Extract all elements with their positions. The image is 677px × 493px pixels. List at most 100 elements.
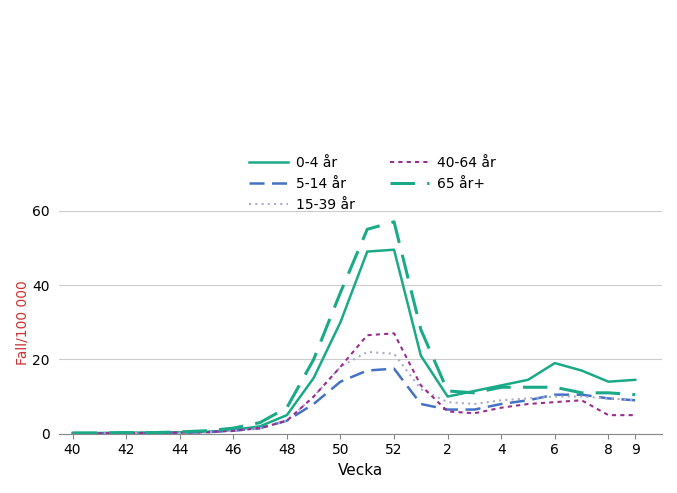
40-64 år (443, 409, 452, 415)
0-4 år (605, 379, 613, 385)
Line: 0-4 år: 0-4 år (72, 250, 635, 433)
0-4 år (443, 393, 452, 399)
40-64 år (390, 330, 398, 336)
0-4 år (95, 430, 104, 436)
0-4 år (122, 429, 130, 435)
65 år+ (95, 430, 104, 436)
15-39 år (175, 429, 183, 435)
40-64 år (122, 430, 130, 436)
0-4 år (283, 412, 291, 418)
15-39 år (336, 364, 345, 370)
0-4 år (471, 388, 479, 394)
40-64 år (202, 429, 211, 435)
15-39 år (309, 393, 318, 399)
5-14 år (336, 379, 345, 385)
65 år+ (497, 385, 505, 390)
5-14 år (122, 430, 130, 436)
65 år+ (363, 226, 371, 232)
15-39 år (524, 395, 532, 401)
15-39 år (68, 430, 77, 436)
15-39 år (202, 429, 211, 435)
0-4 år (149, 429, 157, 435)
65 år+ (417, 327, 425, 333)
5-14 år (524, 397, 532, 403)
0-4 år (256, 423, 264, 429)
0-4 år (336, 319, 345, 325)
5-14 år (497, 401, 505, 407)
5-14 år (149, 430, 157, 436)
Line: 5-14 år: 5-14 år (72, 369, 635, 433)
40-64 år (256, 425, 264, 431)
Y-axis label: Fall/100 000: Fall/100 000 (15, 280, 29, 365)
5-14 år (390, 366, 398, 372)
15-39 år (471, 401, 479, 407)
5-14 år (605, 395, 613, 401)
65 år+ (283, 405, 291, 411)
40-64 år (336, 364, 345, 370)
65 år+ (149, 429, 157, 435)
65 år+ (175, 429, 183, 435)
5-14 år (175, 429, 183, 435)
40-64 år (417, 383, 425, 388)
65 år+ (524, 385, 532, 390)
15-39 år (551, 393, 559, 399)
65 år+ (390, 219, 398, 225)
5-14 år (283, 418, 291, 423)
5-14 år (443, 407, 452, 413)
Legend: 0-4 år, 5-14 år, 15-39 år, 40-64 år, 65 år+: 0-4 år, 5-14 år, 15-39 år, 40-64 år, 65 … (244, 151, 502, 218)
0-4 år (390, 247, 398, 253)
Line: 65 år+: 65 år+ (72, 222, 635, 433)
Line: 15-39 år: 15-39 år (72, 352, 635, 433)
15-39 år (256, 425, 264, 431)
40-64 år (471, 410, 479, 416)
0-4 år (68, 430, 77, 436)
40-64 år (631, 412, 639, 418)
40-64 år (149, 430, 157, 436)
5-14 år (95, 430, 104, 436)
15-39 år (631, 397, 639, 403)
5-14 år (417, 401, 425, 407)
15-39 år (230, 428, 238, 434)
65 år+ (202, 428, 211, 434)
15-39 år (577, 393, 586, 399)
0-4 år (524, 377, 532, 383)
65 år+ (631, 392, 639, 398)
65 år+ (471, 390, 479, 396)
15-39 år (95, 430, 104, 436)
5-14 år (68, 430, 77, 436)
5-14 år (202, 429, 211, 435)
40-64 år (605, 412, 613, 418)
5-14 år (471, 407, 479, 413)
0-4 år (202, 429, 211, 435)
5-14 år (551, 392, 559, 398)
0-4 år (631, 377, 639, 383)
65 år+ (605, 390, 613, 396)
15-39 år (443, 399, 452, 405)
5-14 år (256, 425, 264, 431)
0-4 år (309, 375, 318, 381)
0-4 år (363, 248, 371, 254)
15-39 år (390, 351, 398, 357)
0-4 år (577, 368, 586, 374)
40-64 år (68, 430, 77, 436)
40-64 år (551, 399, 559, 405)
40-64 år (524, 401, 532, 407)
15-39 år (605, 395, 613, 401)
5-14 år (230, 428, 238, 434)
Line: 40-64 år: 40-64 år (72, 333, 635, 433)
40-64 år (363, 332, 371, 338)
5-14 år (577, 392, 586, 398)
5-14 år (631, 397, 639, 403)
X-axis label: Vecka: Vecka (338, 463, 383, 478)
40-64 år (95, 430, 104, 436)
40-64 år (230, 428, 238, 434)
65 år+ (230, 425, 238, 431)
5-14 år (309, 401, 318, 407)
15-39 år (363, 349, 371, 355)
65 år+ (309, 356, 318, 362)
40-64 år (283, 418, 291, 423)
65 år+ (551, 385, 559, 390)
0-4 år (230, 427, 238, 433)
0-4 år (175, 429, 183, 435)
40-64 år (577, 397, 586, 403)
